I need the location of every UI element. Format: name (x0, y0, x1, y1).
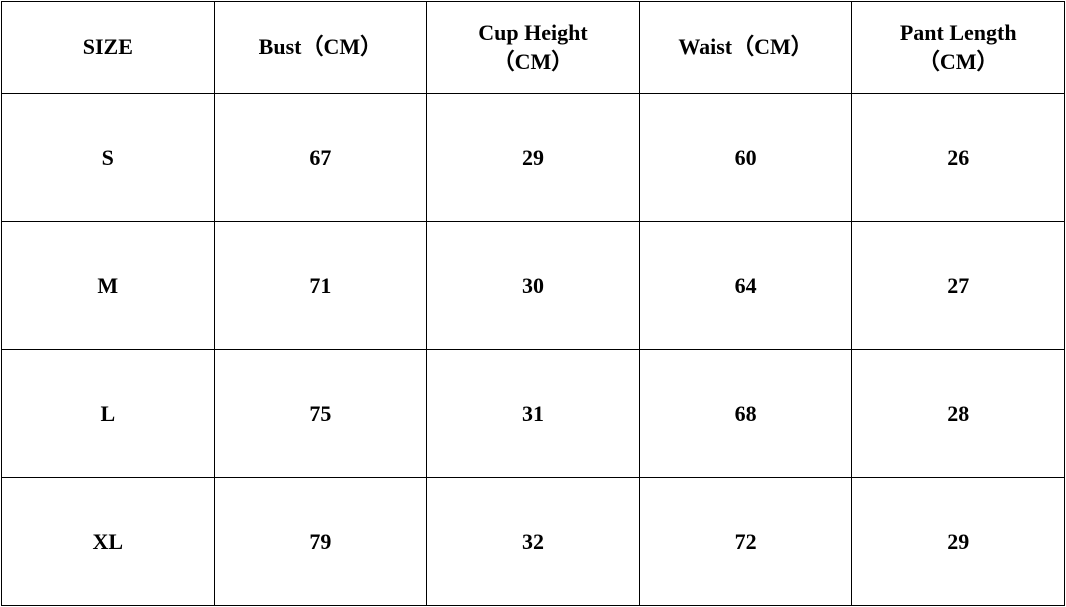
cell-size: L (2, 350, 215, 478)
cell-waist: 60 (639, 94, 852, 222)
cell-pant-length: 29 (852, 478, 1065, 606)
cell-bust: 75 (214, 350, 427, 478)
header-row: SIZE Bust（CM） Cup Height （CM） Waist（CM） … (2, 2, 1065, 94)
cell-pant-length: 27 (852, 222, 1065, 350)
table-row: XL 79 32 72 29 (2, 478, 1065, 606)
col-header-waist-label: Waist（CM） (644, 33, 848, 62)
cell-size: XL (2, 478, 215, 606)
col-header-bust-label: Bust（CM） (219, 33, 423, 62)
col-header-pant-length: Pant Length （CM） (852, 2, 1065, 94)
cell-cup-height: 32 (427, 478, 640, 606)
col-header-cup-height-label-2: （CM） (431, 48, 635, 77)
cell-size: M (2, 222, 215, 350)
col-header-waist: Waist（CM） (639, 2, 852, 94)
cell-size: S (2, 94, 215, 222)
cell-cup-height: 29 (427, 94, 640, 222)
col-header-bust: Bust（CM） (214, 2, 427, 94)
table-row: S 67 29 60 26 (2, 94, 1065, 222)
cell-waist: 68 (639, 350, 852, 478)
table-row: M 71 30 64 27 (2, 222, 1065, 350)
col-header-size: SIZE (2, 2, 215, 94)
col-header-cup-height-label-1: Cup Height (431, 19, 635, 48)
cell-bust: 79 (214, 478, 427, 606)
col-header-pant-length-label-2: （CM） (856, 48, 1060, 77)
col-header-size-label: SIZE (6, 33, 210, 62)
cell-waist: 64 (639, 222, 852, 350)
cell-pant-length: 28 (852, 350, 1065, 478)
table-row: L 75 31 68 28 (2, 350, 1065, 478)
cell-waist: 72 (639, 478, 852, 606)
cell-cup-height: 31 (427, 350, 640, 478)
col-header-cup-height: Cup Height （CM） (427, 2, 640, 94)
cell-bust: 71 (214, 222, 427, 350)
cell-cup-height: 30 (427, 222, 640, 350)
size-chart-table: SIZE Bust（CM） Cup Height （CM） Waist（CM） … (1, 1, 1065, 606)
col-header-pant-length-label-1: Pant Length (856, 19, 1060, 48)
cell-bust: 67 (214, 94, 427, 222)
cell-pant-length: 26 (852, 94, 1065, 222)
